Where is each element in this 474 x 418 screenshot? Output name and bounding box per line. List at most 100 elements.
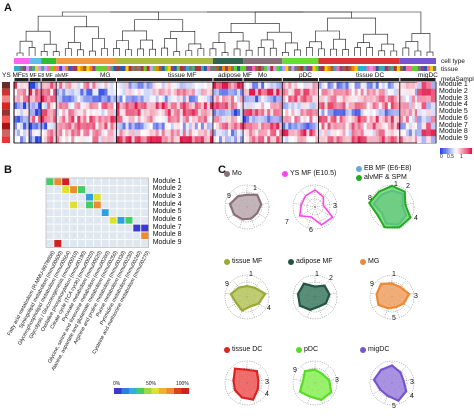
radar-axis-number: 6: [309, 227, 313, 234]
radar-title-3: EB MF (E6-E8): [356, 165, 411, 172]
module-a-label-7: Module 7: [439, 121, 468, 129]
legend-tick-0: 0%: [113, 381, 121, 387]
group-label-migdc: migDC: [418, 72, 438, 79]
radar-axis-number: 4: [265, 391, 269, 398]
module-b-label-6: Module 6: [152, 216, 182, 223]
radar-chart-8: 93: [292, 360, 339, 406]
radar-title-7: tissue DC: [224, 346, 262, 353]
radar-axis-number: 2: [406, 183, 410, 190]
radar-title-6: MG: [360, 258, 379, 265]
module-b-label-5: Module 5: [152, 208, 182, 216]
legend-dot: [282, 170, 288, 177]
radar-axis-number: 8: [368, 195, 372, 202]
module-a-label-2: Module 2: [439, 87, 468, 95]
module-b-label-4: Module 4: [152, 200, 182, 208]
radar-chart-3: 1 284: [367, 181, 418, 230]
legend-tick-100: 100%: [176, 381, 189, 387]
radar-chart-6: 9 1 3 5: [369, 271, 418, 322]
panel-letter-b: B: [4, 164, 12, 176]
radar-axis-number: 4: [414, 215, 418, 222]
radar-axis-number: 3: [414, 293, 418, 300]
radar-title-text: tissue MF: [232, 258, 263, 265]
radar-axis-number: 3: [410, 379, 414, 386]
radar-title-text: migDC: [368, 346, 390, 353]
radar-axis-number: 5: [392, 403, 396, 410]
panel-letter-c: C: [218, 164, 226, 176]
module-b-label-8: Module 8: [152, 231, 182, 239]
radar-axis-number: 3: [335, 377, 339, 384]
radar-chart-7: 34: [224, 360, 270, 406]
radar-axis-number: 4: [410, 393, 414, 400]
legend-dot: [356, 165, 362, 172]
legend-tick-50: 50%: [146, 381, 157, 387]
radar-title-9: migDC: [360, 346, 389, 353]
radar-chart-1: 91: [224, 184, 270, 230]
radar-title-text: alvMF & SPM: [364, 174, 407, 181]
radar-axis-number: 1: [392, 271, 396, 278]
radar-axis-number: 4: [267, 305, 271, 312]
radar-axis-number: 1: [249, 271, 253, 278]
radar-title-alvmf: alvMF & SPM: [356, 174, 407, 181]
radar-chart-9: 3 4 5: [369, 360, 415, 410]
radar-axis-number: 5: [392, 315, 396, 322]
module-a-label-6: Module 6: [439, 114, 468, 122]
radar-axis-number: 1: [253, 185, 257, 192]
group-label-e5: E5 MF: [22, 73, 37, 79]
module-b-label-7: Module 7: [152, 223, 182, 231]
radar-axis-number: 9: [370, 281, 374, 288]
dendrogram: [16, 11, 434, 56]
module-a-label-9: Module 9: [439, 135, 468, 143]
module-b-label-1: Module 1: [152, 177, 182, 185]
radar-title-5: adipose MF: [288, 258, 333, 265]
group-label-mo: Mo: [258, 72, 268, 79]
radar-axis-number: 9: [293, 367, 297, 374]
track-label-cell-type: cell type: [441, 58, 465, 65]
radar-axis-number: 3: [333, 203, 337, 210]
radar-title-2: YS MF (E10.5): [282, 170, 336, 177]
radar-axis-number: 9: [225, 281, 229, 288]
group-label-tissue-dc: tissue DC: [356, 72, 385, 79]
group-label-alvmf: alvMF: [55, 73, 69, 79]
percent-legend: [114, 388, 190, 394]
radar-title-4: tissue MF: [224, 258, 262, 265]
radar-title-1: Mo: [224, 170, 242, 177]
colorbar-a: [440, 148, 473, 154]
legend-dot: [288, 258, 294, 265]
legend-dot: [296, 346, 302, 353]
colorbar-tick-05: 0.5: [447, 154, 454, 160]
radar-axis-number: 2: [329, 275, 333, 282]
legend-dot: [360, 258, 366, 265]
module-a-label-5: Module 5: [439, 108, 468, 116]
group-label-e8: E8 MF: [38, 73, 53, 79]
radar-title-text: adipose MF: [296, 258, 333, 265]
radar-chart-2: 3 7 6: [285, 184, 338, 234]
colorbar-tick-1: 1: [460, 154, 463, 160]
radar-title-text: YS MF (E10.5): [290, 170, 337, 177]
group-label-tissue-mf: tissue MF: [168, 72, 197, 79]
group-label-mg: MG: [100, 72, 111, 79]
legend-dot: [224, 346, 230, 353]
group-label-ys-mf: YS MF: [2, 72, 22, 79]
radar-chart-4: 9 1 4: [224, 271, 271, 320]
radar-axis-number: 1: [315, 271, 319, 278]
module-a-label-3: Module 3: [439, 94, 468, 102]
radar-title-text: pDC: [304, 346, 319, 353]
expression-heatmap: [2, 81, 437, 144]
radar-title-text: EB MF (E6-E8): [364, 165, 412, 172]
panel-letter-a: A: [4, 2, 12, 14]
radar-title-8: pDC: [296, 346, 318, 353]
module-a-label-1: Module 1: [439, 81, 468, 88]
radar-axis-number: 3: [265, 379, 269, 386]
module-b-label-2: Module 2: [152, 185, 182, 193]
legend-dot: [224, 170, 230, 177]
colorbar-tick-0: 0: [440, 154, 443, 160]
radar-title-text: tissue DC: [232, 346, 263, 353]
module-b-label-3: Module 3: [152, 192, 182, 200]
pathway-module-grid: [45, 177, 150, 248]
annotation-tracks: [14, 58, 437, 81]
radar-title-text: MG: [368, 258, 380, 265]
radar-axis-number: 1: [394, 181, 398, 188]
track-label-tissue: tissue: [441, 66, 458, 73]
radar-title-text: Mo: [232, 170, 242, 177]
group-label-pdc: pDC: [299, 72, 313, 79]
